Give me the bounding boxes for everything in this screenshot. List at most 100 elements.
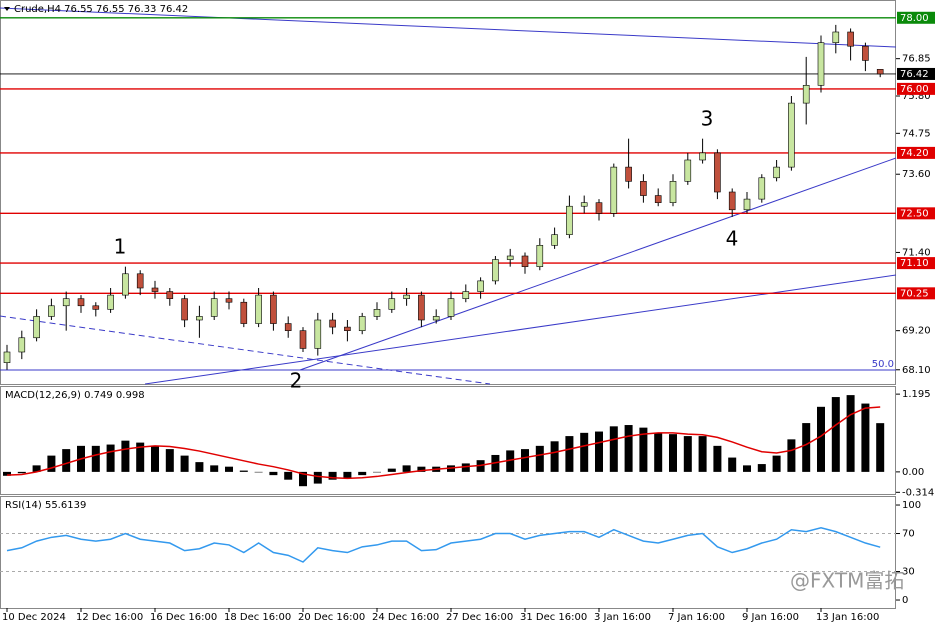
candle-body (773, 166, 780, 179)
macd-bar (402, 465, 411, 472)
level-label-box (897, 207, 935, 220)
fib-label: 50.0 (872, 359, 894, 370)
trend-line (299, 157, 897, 371)
watermark: @FXTM富拓 (790, 569, 904, 593)
y-tick-label: 69.20 (902, 326, 931, 337)
macd-bar (269, 471, 278, 476)
candle-body (358, 316, 366, 331)
candle-body (388, 298, 396, 310)
candle-body (699, 152, 706, 161)
level-label: 71.10 (900, 258, 929, 269)
wave-label: 1 (114, 235, 127, 259)
candle-body (136, 273, 144, 289)
macd-bar (313, 471, 322, 484)
x-tick-label: 10 Dec 2024 (2, 612, 66, 623)
candle-body (33, 316, 40, 339)
candle-body (447, 298, 455, 317)
candle-body (684, 159, 692, 182)
candle-body (329, 319, 336, 328)
y-tick-label: 100 (902, 500, 921, 511)
candle-body (314, 319, 322, 349)
candle-body (122, 273, 129, 296)
candle-body (551, 234, 558, 246)
macd-bar (787, 439, 796, 472)
y-tick-label: 71.40 (902, 247, 931, 258)
level-label: 72.50 (900, 208, 929, 219)
candle-body (77, 298, 85, 307)
candle-body (432, 316, 440, 321)
macd-bar (728, 457, 737, 472)
macd-bar (136, 442, 145, 472)
x-tick-label: 7 Jan 16:00 (668, 612, 725, 623)
y-tick-label: 76.85 (902, 54, 931, 65)
macd-bar (195, 462, 204, 472)
wave-label: 3 (701, 107, 714, 131)
macd-bar (151, 445, 159, 472)
macd-bar (284, 471, 293, 480)
macd-bar (669, 434, 677, 472)
macd-bar (757, 464, 766, 472)
macd-bar (62, 449, 71, 472)
macd-bar (165, 449, 174, 472)
macd-title: MACD(12,26,9) 0.749 0.998 (5, 390, 145, 401)
macd-bar (698, 436, 707, 472)
plot: 68.10 69.20 71.40 73.60 74.75 75.80 76.85 78.00… (0, 11, 935, 623)
candle-body (625, 166, 632, 182)
candle-body (166, 291, 174, 299)
candle-body (521, 255, 529, 267)
candle-body (654, 195, 662, 203)
macd-bar (358, 471, 367, 476)
candle-body (418, 294, 425, 321)
panel-frames (0, 0, 896, 609)
rsi-title: RSI(14) 55.6139 (5, 500, 86, 511)
y-tick-label: 73.60 (902, 169, 931, 180)
candle-body (210, 298, 218, 317)
wave-label: 4 (726, 227, 739, 251)
macd-bar (683, 436, 692, 472)
y-tick-label: 1.195 (902, 389, 931, 400)
candle-body (506, 255, 514, 260)
candle-body (876, 69, 884, 75)
trend-line (0, 315, 491, 385)
macd-bar (624, 425, 633, 472)
y-tick-label: 75.80 (902, 91, 931, 102)
macd-bar (521, 449, 529, 472)
macd-bar (846, 395, 855, 472)
candle-body (181, 298, 188, 321)
candle-body (788, 102, 795, 168)
candle-body (669, 181, 677, 203)
y-tick-label: 68.10 (902, 365, 931, 376)
candle-body (758, 177, 766, 200)
x-tick-label: 3 Jan 16:00 (594, 612, 651, 623)
level-label: 78.00 (900, 13, 929, 24)
candle-body (566, 205, 573, 235)
x-tick-label: 13 Jan 16:00 (816, 612, 879, 623)
candle-body (92, 305, 100, 310)
macd-bar (535, 445, 544, 472)
candle-body (18, 337, 26, 353)
candle-body (462, 291, 470, 299)
candle-body (270, 294, 277, 324)
candle-body (62, 298, 70, 307)
candle-body (743, 198, 751, 211)
menu-arrow (4, 7, 10, 11)
candle-body (403, 294, 410, 299)
candle-body (299, 330, 307, 349)
candle-body (847, 31, 854, 47)
candle-body (714, 152, 721, 193)
level-label-box (897, 146, 935, 159)
level-label: 76.42 (900, 69, 929, 80)
level-label-box (897, 67, 935, 80)
candle-body (640, 181, 647, 196)
macd-bar (876, 423, 885, 472)
candle-body (107, 294, 114, 310)
macd-bar (595, 431, 603, 472)
x-tick-label: 9 Jan 16:00 (742, 612, 799, 623)
macd-bar (743, 465, 751, 472)
macd-bar (461, 463, 470, 472)
main-frame (0, 0, 896, 385)
macd-frame (0, 386, 896, 495)
macd-bar (713, 445, 722, 472)
macd-bar (32, 465, 41, 472)
